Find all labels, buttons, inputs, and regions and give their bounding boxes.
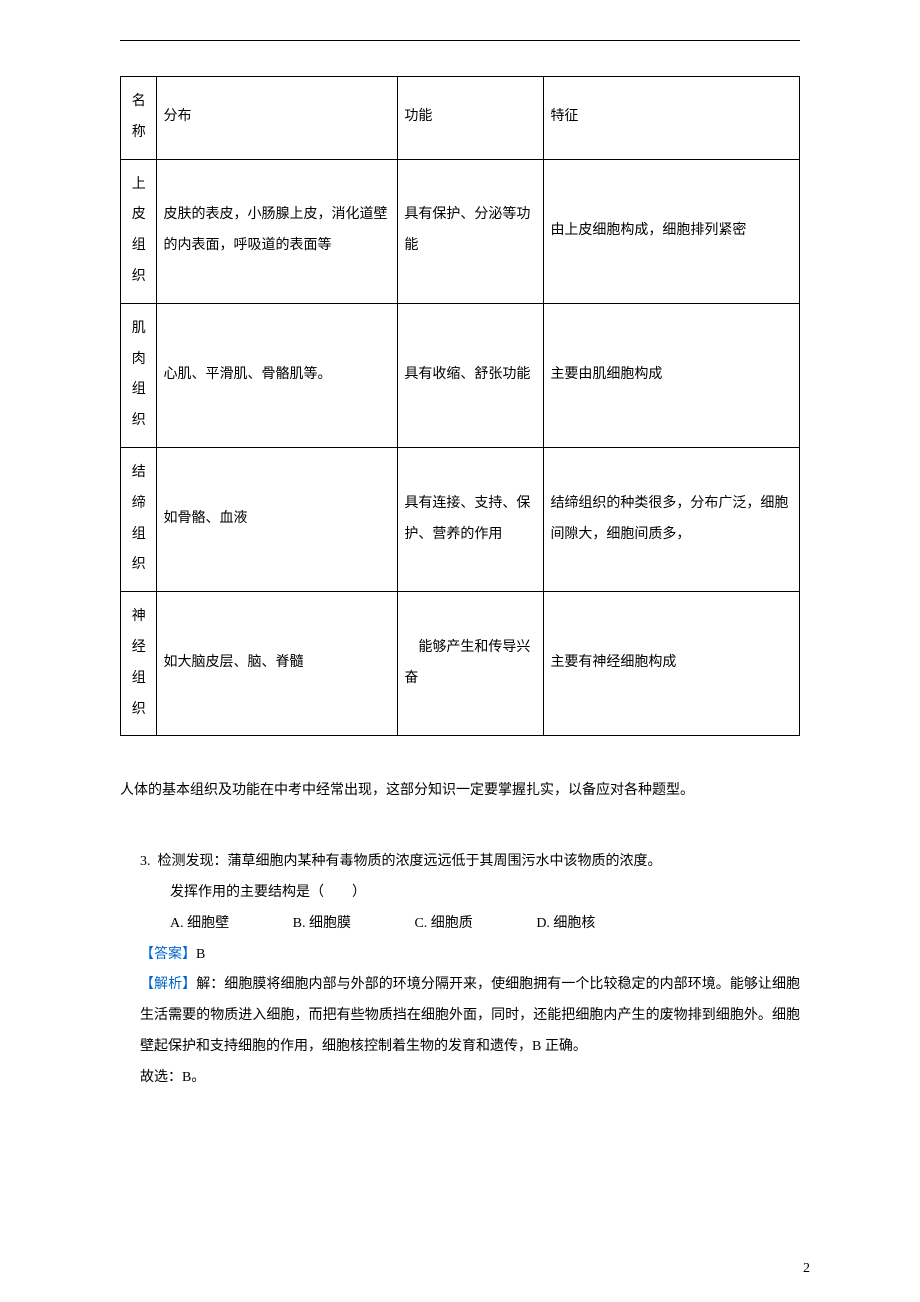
row-feature: 主要有神经细胞构成 xyxy=(544,592,800,736)
row-name: 结缔组织 xyxy=(121,447,157,591)
row-function: 具有收缩、舒张功能 xyxy=(398,303,544,447)
row-distribution: 如大脑皮层、脑、脊髓 xyxy=(157,592,398,736)
row-function: 具有保护、分泌等功能 xyxy=(398,159,544,303)
summary-paragraph: 人体的基本组织及功能在中考中经常出现，这部分知识一定要掌握扎实，以备应对各种题型… xyxy=(120,776,800,807)
explanation-text: 解：细胞膜将细胞内部与外部的环境分隔开来，使细胞拥有一个比较稳定的内部环境。能够… xyxy=(140,977,800,1054)
table-row: 肌肉组织 心肌、平滑肌、骨骼肌等。 具有收缩、舒张功能 主要由肌细胞构成 xyxy=(121,303,800,447)
options: A. 细胞壁 B. 细胞膜 C. 细胞质 D. 细胞核 xyxy=(120,909,800,940)
option-c: C. 细胞质 xyxy=(414,909,472,940)
question-text-2: 发挥作用的主要结构是（ ） xyxy=(120,878,800,909)
row-distribution: 心肌、平滑肌、骨骼肌等。 xyxy=(157,303,398,447)
tissue-table: 名称 分布 功能 特征 上皮组织 皮肤的表皮，小肠腺上皮，消化道壁的内表面，呼吸… xyxy=(120,76,800,736)
answer-line: 【答案】B xyxy=(120,940,800,971)
top-rule xyxy=(120,40,800,41)
row-function: 具有连接、支持、保护、营养的作用 xyxy=(398,447,544,591)
row-name: 神经组织 xyxy=(121,592,157,736)
option-a: A. 细胞壁 xyxy=(170,909,229,940)
header-distribution: 分布 xyxy=(157,77,398,160)
row-feature: 由上皮细胞构成，细胞排列紧密 xyxy=(544,159,800,303)
question-text-1: 检测发现：蒲草细胞内某种有毒物质的浓度远远低于其周围污水中该物质的浓度。 xyxy=(158,854,662,869)
explanation: 【解析】解：细胞膜将细胞内部与外部的环境分隔开来，使细胞拥有一个比较稳定的内部环… xyxy=(120,970,800,1062)
row-distribution: 皮肤的表皮，小肠腺上皮，消化道壁的内表面，呼吸道的表面等 xyxy=(157,159,398,303)
row-name: 上皮组织 xyxy=(121,159,157,303)
explanation-label: 【解析】 xyxy=(140,977,196,992)
row-distribution: 如骨骼、血液 xyxy=(157,447,398,591)
question-block: 3. 检测发现：蒲草细胞内某种有毒物质的浓度远远低于其周围污水中该物质的浓度。 … xyxy=(120,847,800,1093)
row-feature: 主要由肌细胞构成 xyxy=(544,303,800,447)
header-function: 功能 xyxy=(398,77,544,160)
question-text: 3. 检测发现：蒲草细胞内某种有毒物质的浓度远远低于其周围污水中该物质的浓度。 xyxy=(120,847,800,878)
option-d: D. 细胞核 xyxy=(536,909,595,940)
row-name: 肌肉组织 xyxy=(121,303,157,447)
answer-value: B xyxy=(196,947,205,962)
table-row: 神经组织 如大脑皮层、脑、脊髓 能够产生和传导兴奋 主要有神经细胞构成 xyxy=(121,592,800,736)
header-feature: 特征 xyxy=(544,77,800,160)
question-number: 3. xyxy=(140,854,151,869)
table-header-row: 名称 分布 功能 特征 xyxy=(121,77,800,160)
option-b: B. 细胞膜 xyxy=(293,909,351,940)
row-feature: 结缔组织的种类很多，分布广泛，细胞间隙大，细胞间质多， xyxy=(544,447,800,591)
conclusion: 故选：B。 xyxy=(120,1063,800,1094)
answer-label: 【答案】 xyxy=(140,947,196,962)
row-function: 能够产生和传导兴奋 xyxy=(398,592,544,736)
page-number: 2 xyxy=(803,1261,810,1277)
header-name: 名称 xyxy=(121,77,157,160)
table-row: 结缔组织 如骨骼、血液 具有连接、支持、保护、营养的作用 结缔组织的种类很多，分… xyxy=(121,447,800,591)
table-row: 上皮组织 皮肤的表皮，小肠腺上皮，消化道壁的内表面，呼吸道的表面等 具有保护、分… xyxy=(121,159,800,303)
